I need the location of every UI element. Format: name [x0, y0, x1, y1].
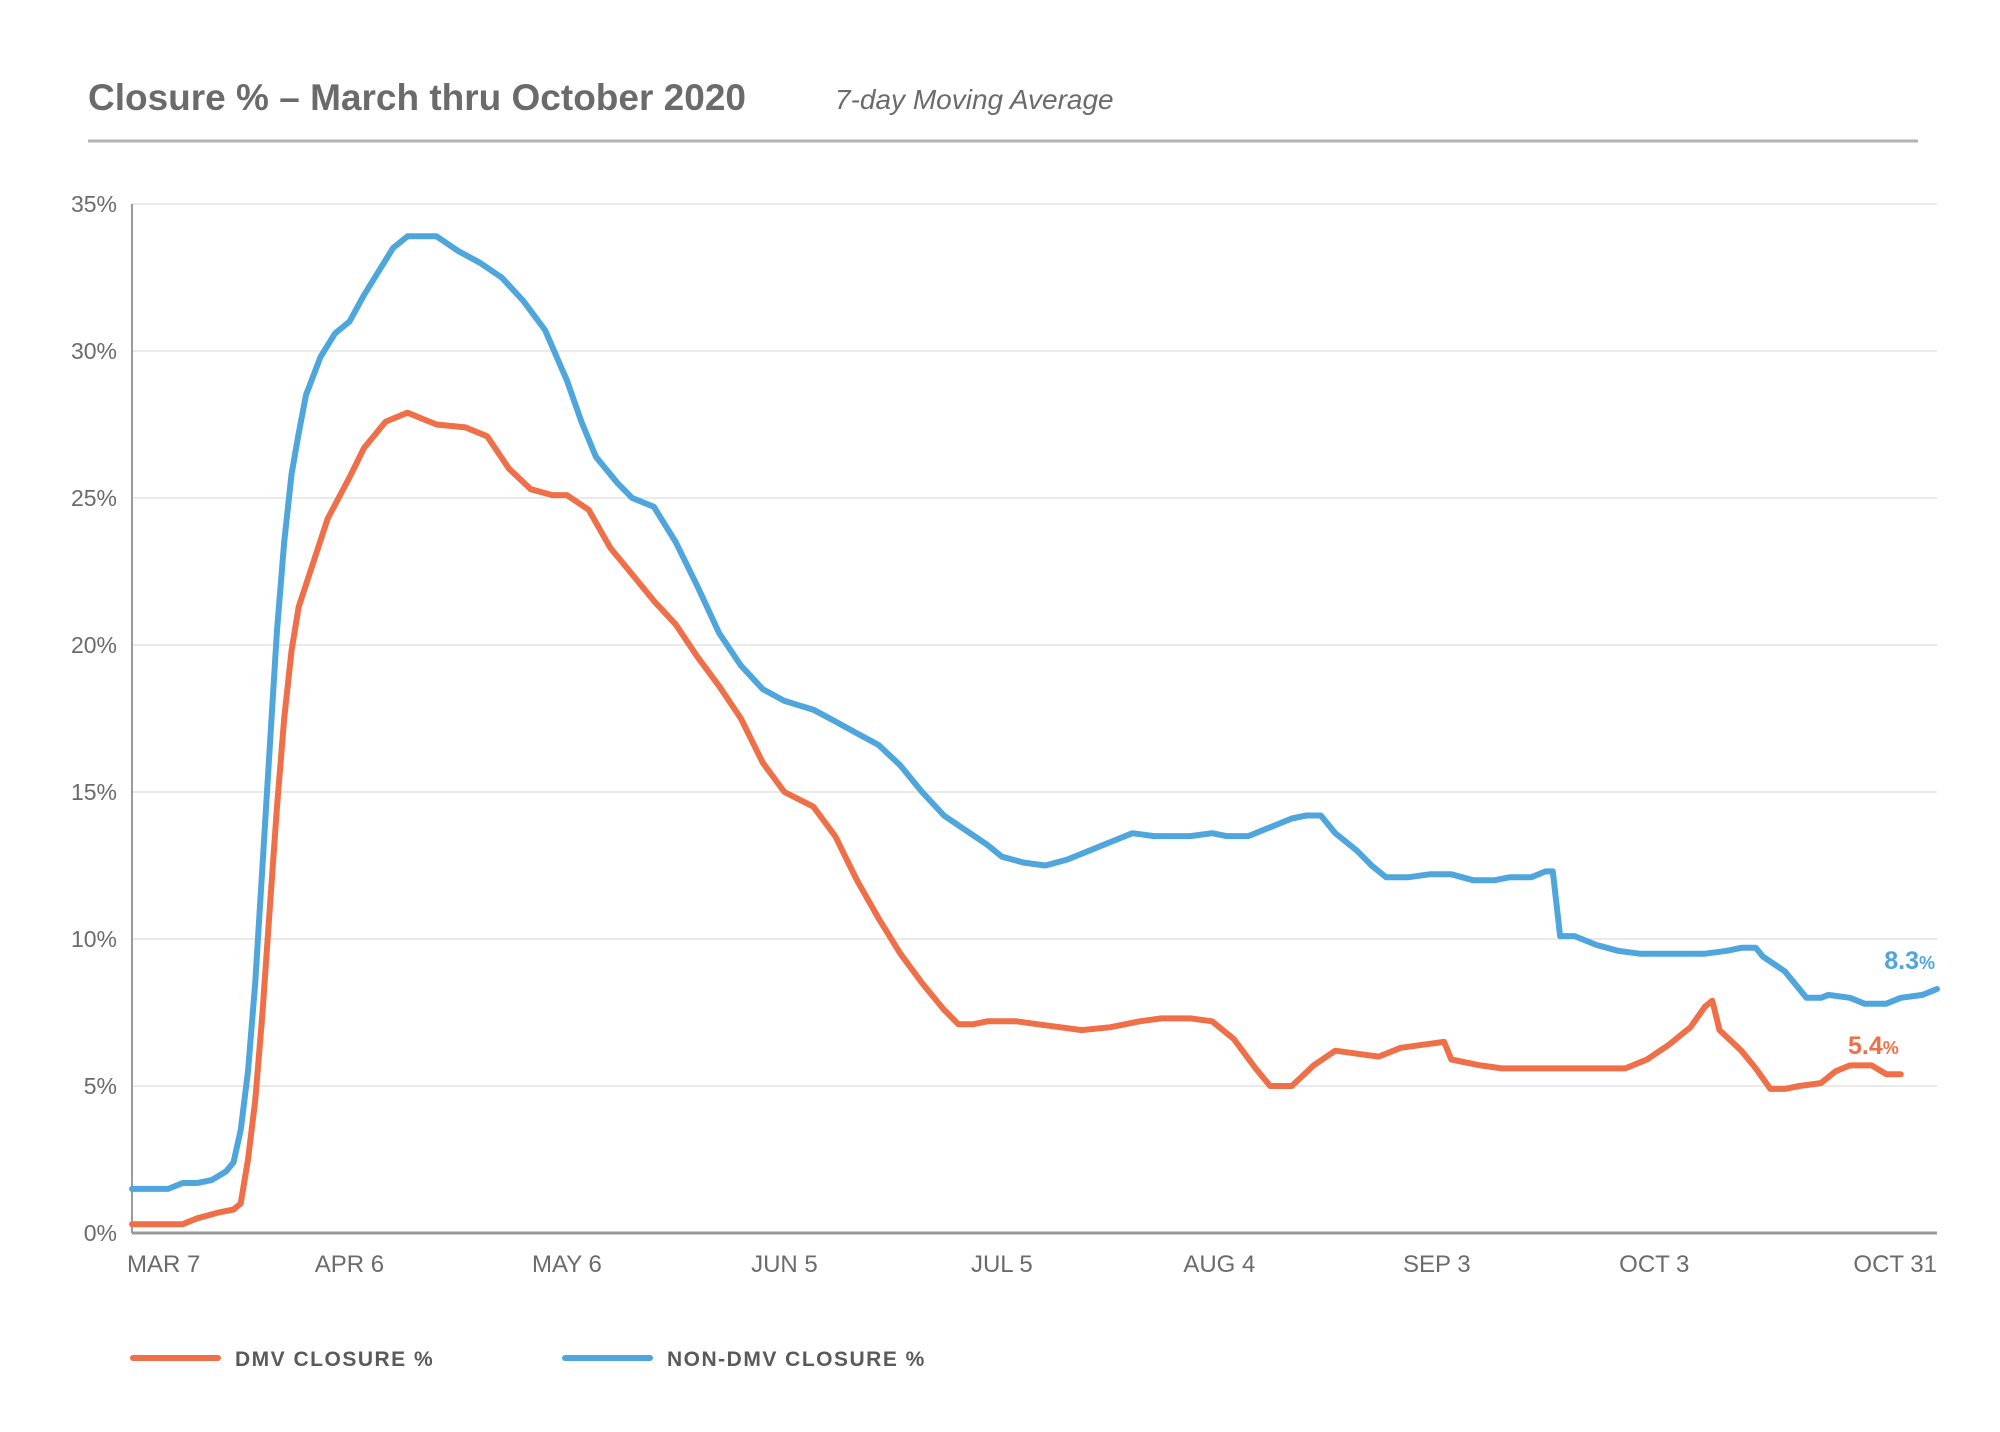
y-tick-label: 5%: [84, 1073, 117, 1099]
end-label-0: 5.4%: [1848, 1032, 1899, 1060]
x-tick-labels: MAR 7 APR 6 MAY 6 JUN 5 JUL 5 AUG 4 SEP 3 OCT 3…: [127, 1251, 1937, 1278]
legend: DMV CLOSURE % NON-DMV CLOSURE %: [130, 1348, 926, 1371]
y-tick-label: 0%: [84, 1220, 117, 1246]
y-tick-label: 15%: [71, 779, 117, 805]
x-tick-label: OCT 31: [1853, 1251, 1937, 1278]
y-tick-label: 20%: [71, 632, 117, 658]
end-label-1: 8.3%: [1884, 947, 1935, 975]
end-label-value: 8.3: [1884, 947, 1919, 975]
x-tick-label: AUG 4: [1183, 1251, 1255, 1278]
x-tick-label: APR 6: [315, 1251, 384, 1278]
x-tick-label: MAR 7: [127, 1251, 200, 1278]
end-label-unit: %: [1919, 953, 1935, 973]
end-label-unit: %: [1883, 1038, 1899, 1058]
x-tick-label: OCT 3: [1619, 1251, 1689, 1278]
y-tick-label: 35%: [71, 191, 117, 217]
end-labels: 5.4%8.3%: [1848, 947, 1935, 1060]
y-tick-label: 30%: [71, 338, 117, 364]
series-lines: [129, 233, 1940, 1228]
series-line-0: [129, 409, 1904, 1228]
legend-label-non-dmv: NON-DMV CLOSURE %: [667, 1348, 926, 1371]
x-tick-label: JUN 5: [751, 1251, 818, 1278]
x-tick-label: JUL 5: [971, 1251, 1033, 1278]
y-tick-labels: 0% 5% 10% 15% 20% 25% 30% 35%: [71, 191, 117, 1246]
end-label-value: 5.4: [1848, 1032, 1883, 1060]
legend-item-dmv: DMV CLOSURE %: [130, 1348, 434, 1371]
chart-title: Closure % – March thru October 2020: [88, 77, 746, 118]
y-tick-label: 10%: [71, 926, 117, 952]
legend-label-dmv: DMV CLOSURE %: [235, 1348, 434, 1371]
series-line-1: [129, 233, 1940, 1192]
chart-subtitle: 7-day Moving Average: [835, 84, 1114, 115]
x-tick-label: MAY 6: [532, 1251, 602, 1278]
grid: [132, 203, 1937, 1087]
legend-item-non-dmv: NON-DMV CLOSURE %: [562, 1348, 926, 1371]
x-tick-label: SEP 3: [1403, 1251, 1471, 1278]
y-tick-label: 25%: [71, 485, 117, 511]
